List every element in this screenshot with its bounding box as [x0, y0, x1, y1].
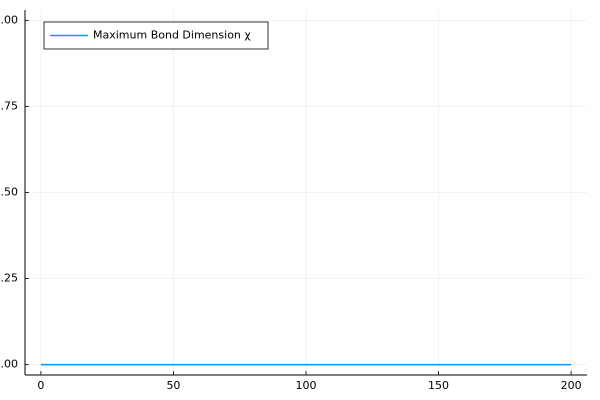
x-tick-label: 150 [428, 379, 449, 392]
y-tick-label: 2.00 [0, 13, 18, 26]
y-tick-label: 1.00 [0, 358, 18, 371]
legend-label: Maximum Bond Dimension χ [93, 29, 251, 42]
x-tick-label: 100 [296, 379, 317, 392]
y-tick-label: 1.50 [0, 186, 18, 199]
x-tick-label: 0 [37, 379, 44, 392]
x-tick-label: 50 [166, 379, 180, 392]
y-tick-label: 1.75 [0, 99, 18, 112]
y-tick-label: 1.25 [0, 272, 18, 285]
x-tick-label: 200 [561, 379, 582, 392]
